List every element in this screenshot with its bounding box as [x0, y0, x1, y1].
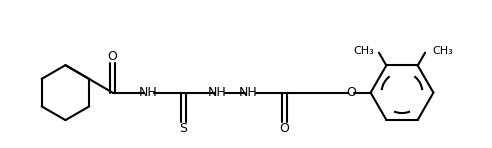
Text: CH₃: CH₃ — [353, 46, 374, 56]
Text: O: O — [279, 122, 289, 135]
Text: NH: NH — [139, 86, 157, 99]
Text: NH: NH — [239, 86, 257, 99]
Text: O: O — [346, 86, 356, 99]
Text: CH₃: CH₃ — [432, 46, 453, 56]
Text: NH: NH — [208, 86, 227, 99]
Text: S: S — [179, 122, 187, 135]
Text: O: O — [108, 50, 118, 63]
